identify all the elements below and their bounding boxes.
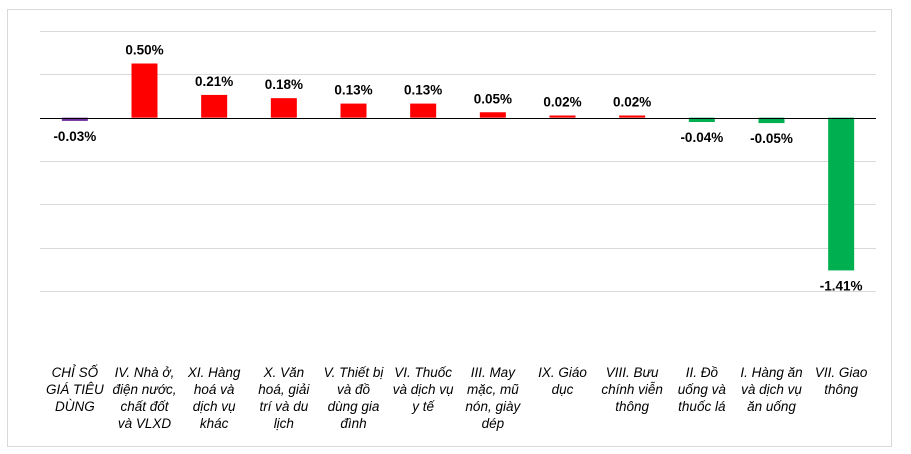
data-label-10: -0.04%: [680, 130, 723, 145]
data-label-1: -0.03%: [53, 129, 96, 144]
chart-plot: -0.03% 0.50% 0.21% 0.18% 0.13% 0.13% 0.05% 0.02…: [40, 31, 876, 294]
data-label-4: 0.18%: [265, 77, 303, 92]
bar-3: [201, 94, 228, 118]
category-label-7: III. May mặc, mũ nón, giày dép: [465, 365, 521, 431]
category-label-11: I. Hàng ăn và dịch vụ ăn uống: [740, 365, 803, 414]
data-label-12: -1.41%: [820, 278, 863, 293]
bar-5: [340, 103, 367, 118]
bar-4: [270, 98, 297, 118]
bar-7: [479, 112, 506, 118]
bar-11: [758, 117, 785, 124]
category-label-8: IX. Giáo dục: [538, 365, 587, 397]
data-label-9: 0.02%: [613, 95, 651, 110]
bar-10: [688, 117, 715, 122]
bars: [61, 63, 855, 271]
bar-2: [131, 63, 158, 118]
bar-9: [619, 115, 646, 118]
gridlines: [40, 31, 876, 292]
category-label-9: VIII. Bưu chính viễn thông: [601, 365, 663, 414]
category-label-10: II. Đồ uống và thuốc lá: [677, 365, 726, 414]
category-label-12: VII. Giao thông: [814, 365, 868, 397]
category-label-1: CHỈ SỐ GIÁ TIÊU DÙNG: [45, 365, 104, 414]
bar-1: [61, 117, 88, 121]
bar-12: [828, 117, 855, 271]
category-label-6: VI. Thuốc và dịch vụ y tế: [392, 365, 454, 414]
data-label-11: -0.05%: [750, 131, 793, 146]
category-label-4: X. Văn hoá, giải trí và du lịch: [258, 365, 310, 431]
data-label-2: 0.50%: [125, 43, 163, 58]
data-label-5: 0.13%: [334, 83, 372, 98]
data-label-6: 0.13%: [404, 83, 442, 98]
data-label-7: 0.05%: [474, 91, 512, 106]
category-label-3: XI. Hàng hoá và dịch vụ khác: [187, 365, 241, 431]
data-label-3: 0.21%: [195, 74, 233, 89]
chart-frame: -0.03% 0.50% 0.21% 0.18% 0.13% 0.13% 0.05% 0.02…: [7, 9, 892, 447]
bar-8: [549, 115, 576, 118]
bar-6: [410, 103, 437, 118]
data-label-8: 0.02%: [543, 95, 581, 110]
category-label-2: IV. Nhà ở, điện nước, chất đốt và VLXD: [112, 365, 177, 431]
data-labels: -0.03% 0.50% 0.21% 0.18% 0.13% 0.13% 0.05% 0.02…: [53, 43, 862, 294]
category-label-5: V. Thiết bị và đồ dùng gia đình: [323, 365, 384, 431]
